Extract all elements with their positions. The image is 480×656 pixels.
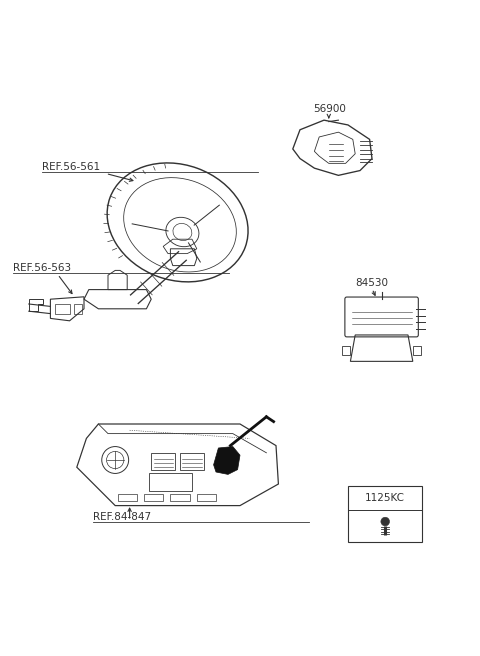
- Bar: [348, 486, 422, 542]
- Text: REF.56-561: REF.56-561: [42, 161, 100, 171]
- Bar: [149, 473, 192, 491]
- Text: 84530: 84530: [355, 277, 388, 288]
- Bar: [170, 493, 190, 501]
- Polygon shape: [214, 447, 240, 474]
- Text: REF.84-847: REF.84-847: [93, 512, 151, 522]
- Bar: [151, 453, 175, 470]
- Text: REF.56-563: REF.56-563: [13, 263, 72, 273]
- Circle shape: [381, 517, 390, 526]
- Text: 56900: 56900: [313, 104, 346, 114]
- Bar: [197, 493, 216, 501]
- Text: 1125KC: 1125KC: [365, 493, 405, 503]
- Bar: [118, 493, 137, 501]
- Bar: [144, 493, 163, 501]
- Bar: [180, 453, 204, 470]
